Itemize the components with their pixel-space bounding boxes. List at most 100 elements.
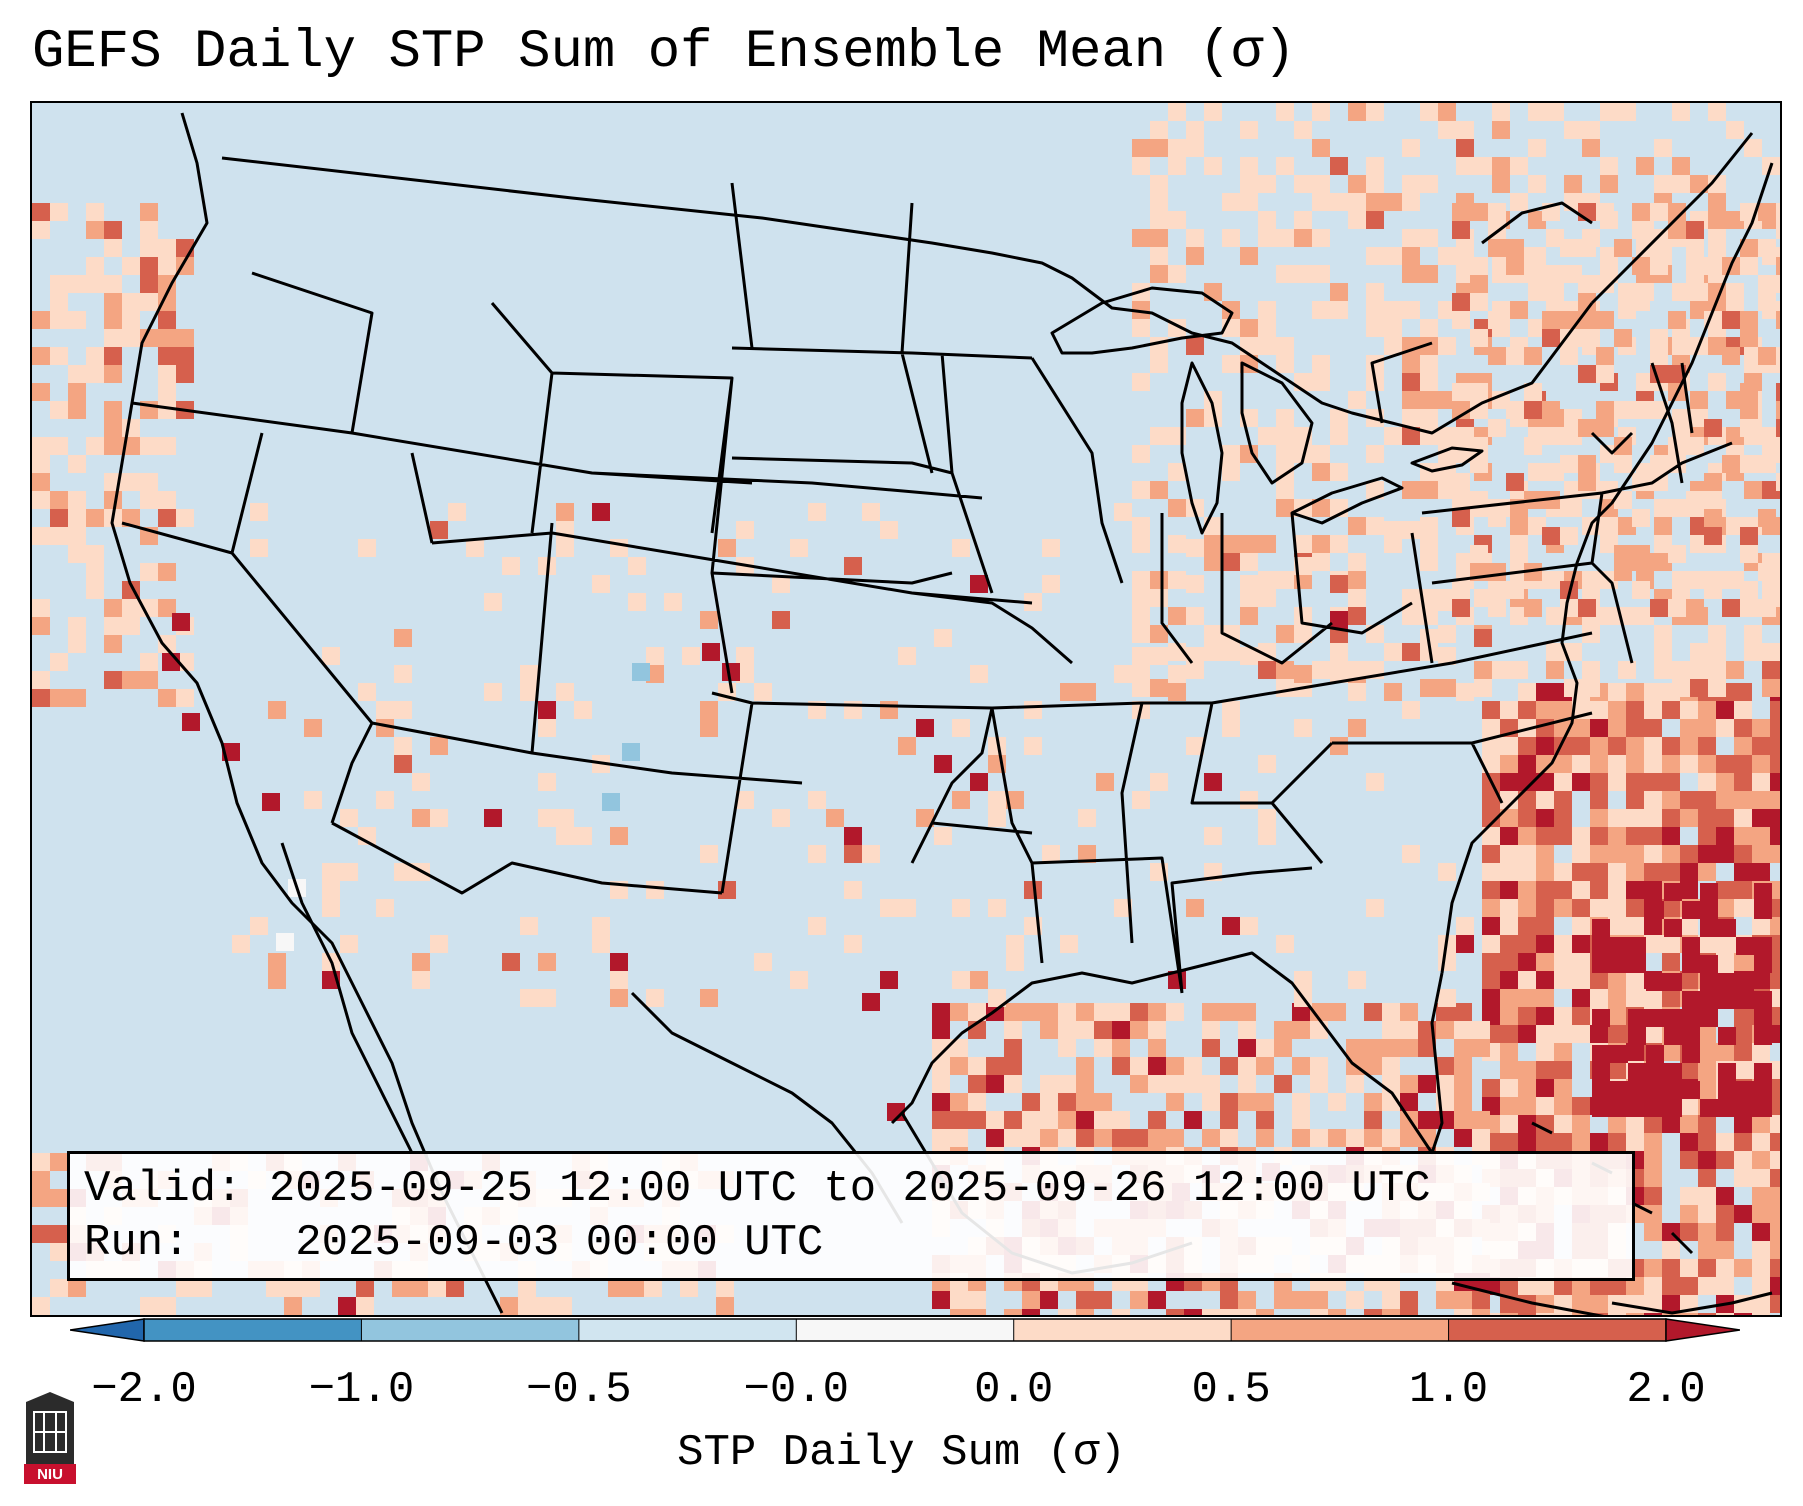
stp-cell (1312, 553, 1330, 571)
stp-cell (1776, 383, 1780, 401)
stp-cell (1510, 517, 1528, 535)
stp-cell (1560, 599, 1578, 617)
stp-cell (1022, 1111, 1040, 1129)
stp-cell (1626, 1043, 1644, 1061)
stp-cell (1626, 755, 1644, 773)
stp-cell (1384, 521, 1402, 539)
stp-cell (1708, 229, 1726, 247)
stp-cell (1596, 275, 1614, 293)
stp-cell (1328, 1309, 1346, 1315)
stp-cell (1348, 589, 1366, 607)
stp-cell (1554, 809, 1572, 827)
stp-cell (1680, 719, 1698, 737)
stp-cell (1680, 809, 1698, 827)
stp-cell (1292, 1021, 1310, 1039)
stp-core-cell (1682, 1027, 1700, 1045)
stp-cell (644, 1279, 662, 1297)
stp-cell (1132, 625, 1150, 643)
stp-cell (1132, 571, 1150, 589)
stp-cell (1572, 935, 1590, 953)
stp-cell (1582, 121, 1600, 139)
stp-cell (1488, 419, 1506, 437)
stp-cell (1258, 827, 1276, 845)
stp-cell (1644, 1277, 1662, 1295)
stp-cell (1312, 373, 1330, 391)
stp-cell (1672, 157, 1690, 175)
stp-cell (1166, 1075, 1184, 1093)
stp-cell (1752, 1223, 1770, 1241)
stp-cell (1524, 437, 1542, 455)
stp-cell (1608, 1007, 1626, 1025)
stp-cell (376, 899, 394, 917)
stp-cell (1654, 661, 1672, 679)
stp-cell (1130, 1021, 1148, 1039)
stp-core-cell (1718, 919, 1736, 937)
stp-cell (592, 575, 610, 593)
stp-cell (1662, 1115, 1680, 1133)
stp-cell (1500, 863, 1518, 881)
stp-cell (1608, 1025, 1626, 1043)
stp-cell (50, 491, 68, 509)
stp-cell (950, 1093, 968, 1111)
stp-cell (1258, 589, 1276, 607)
stp-cell (1536, 845, 1554, 863)
stp-cell (1130, 1075, 1148, 1093)
stp-cell (1536, 1313, 1554, 1315)
stp-cell (1310, 1021, 1328, 1039)
stp-cell (1292, 1003, 1310, 1021)
stp-core-cell (1682, 901, 1700, 919)
stp-cell (1582, 661, 1600, 679)
stp-cell (1726, 391, 1744, 409)
stp-cell (1454, 1003, 1472, 1021)
stp-cell (1686, 491, 1704, 509)
stp-cell (1006, 791, 1024, 809)
stp-cell (1482, 953, 1500, 971)
stp-cell (1500, 971, 1518, 989)
stp-cell (1500, 1025, 1518, 1043)
stp-cell (50, 1279, 68, 1297)
stp-cell (932, 1291, 950, 1309)
stp-cell (1348, 571, 1366, 589)
stp-cell (1770, 1241, 1780, 1259)
stp-cell (1402, 521, 1420, 539)
stp-cell (1734, 1133, 1752, 1151)
stp-cell (1456, 121, 1474, 139)
stp-cell (1312, 175, 1330, 193)
stp-cell (1130, 1057, 1148, 1075)
stp-cell (158, 1297, 176, 1315)
stp-cell (68, 455, 86, 473)
stp-cell (1668, 599, 1686, 617)
stp-cell (1744, 643, 1762, 661)
stp-cell (1536, 755, 1554, 773)
stp-cell (1312, 301, 1330, 319)
stp-core-cell (1754, 901, 1772, 919)
stp-core-cell (1700, 991, 1718, 1009)
stp-cell (968, 1291, 986, 1309)
stp-cell (140, 221, 158, 239)
stp-cell (518, 1297, 536, 1315)
stp-cell (1716, 773, 1734, 791)
stp-cell (1022, 1309, 1040, 1315)
stp-cell (1608, 683, 1626, 701)
stp-cell (1004, 1075, 1022, 1093)
stp-cell (1690, 175, 1708, 193)
stp-cell (1256, 1057, 1274, 1075)
stp-neg-cell (602, 793, 620, 811)
stp-cell (1202, 1309, 1220, 1315)
stp-cell (482, 1315, 500, 1317)
stp-cell (1618, 283, 1636, 301)
stp-cell (1400, 1093, 1418, 1111)
stp-cell (1632, 545, 1650, 563)
stp-cell (1420, 175, 1438, 193)
stp-cell (1222, 917, 1240, 935)
stp-cell (1202, 1075, 1220, 1093)
stp-cell (1112, 1039, 1130, 1057)
stp-core-cell (1592, 955, 1610, 973)
stp-cell (140, 653, 158, 671)
stp-cell (1686, 275, 1704, 293)
stp-cell (1148, 1003, 1166, 1021)
stp-cell (1004, 1057, 1022, 1075)
stp-cell (1420, 319, 1438, 337)
stp-cell (1438, 625, 1456, 643)
stp-cell (1752, 845, 1770, 863)
